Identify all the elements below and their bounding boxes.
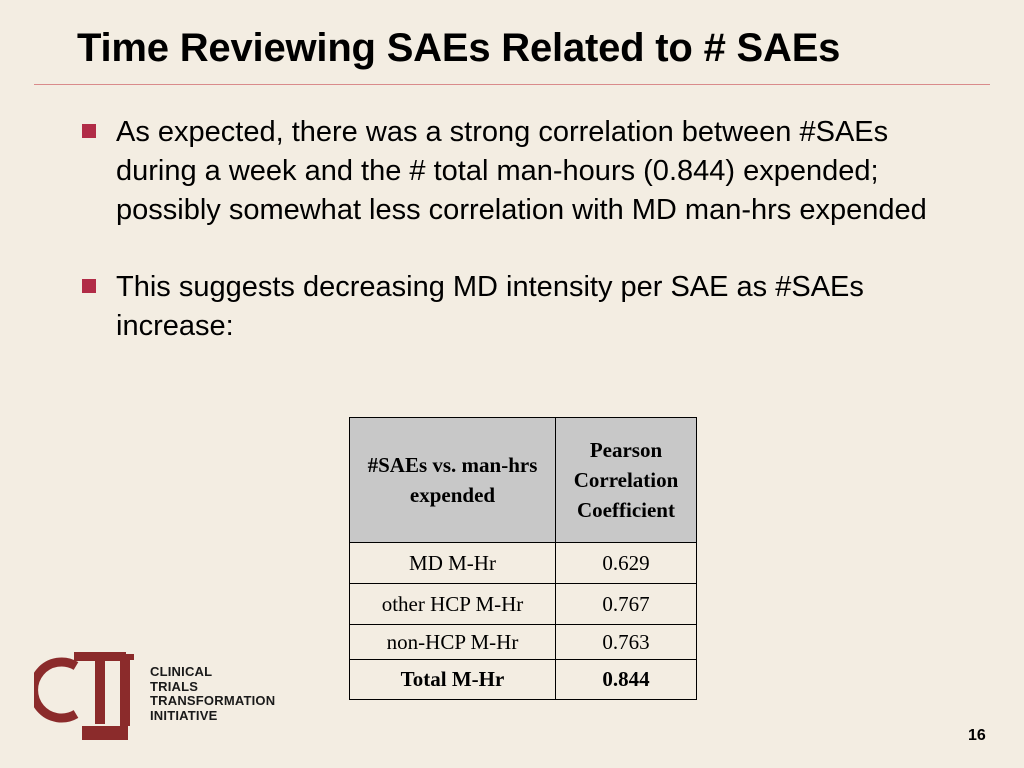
- table-cell-value: 0.767: [555, 583, 697, 625]
- bullet-text: This suggests decreasing MD intensity pe…: [116, 271, 864, 342]
- table-cell-value: 0.629: [555, 542, 697, 584]
- logo-line: INITIATIVE: [150, 707, 218, 723]
- table-row: non-HCP M-Hr 0.763: [349, 624, 697, 660]
- bullet-text: As expected, there was a strong correlat…: [116, 116, 927, 226]
- table-cell-label: Total M-Hr: [349, 659, 556, 700]
- logo-line: CLINICAL: [150, 664, 213, 679]
- title-divider: [34, 84, 990, 85]
- logo-line: TRANSFORMATION: [150, 693, 276, 708]
- bullet-list: As expected, there was a strong correlat…: [82, 113, 962, 384]
- table-row: other HCP M-Hr 0.767: [349, 583, 697, 625]
- logo-line: TRIALS: [150, 678, 199, 694]
- table-row: MD M-Hr 0.629: [349, 542, 697, 584]
- page-number: 16: [968, 727, 986, 744]
- square-bullet-icon: [82, 124, 96, 138]
- table-header-cell: #SAEs vs. man-hrs expended: [349, 417, 556, 543]
- table-cell-label: other HCP M-Hr: [349, 583, 556, 625]
- table-cell-value: 0.844: [555, 659, 697, 700]
- table-cell-value: 0.763: [555, 624, 697, 660]
- table-header-row: #SAEs vs. man-hrs expended Pearson Corre…: [349, 417, 697, 543]
- table-cell-label: MD M-Hr: [349, 542, 556, 584]
- correlation-table: #SAEs vs. man-hrs expended Pearson Corre…: [349, 417, 697, 700]
- cti-logo-icon: [34, 652, 134, 740]
- square-bullet-icon: [82, 279, 96, 293]
- page-title: Time Reviewing SAEs Related to # SAEs: [77, 26, 841, 70]
- table-row-total: Total M-Hr 0.844: [349, 659, 697, 700]
- bullet-item: This suggests decreasing MD intensity pe…: [82, 268, 962, 346]
- table-header-cell: Pearson Correlation Coefficient: [555, 417, 697, 543]
- bullet-item: As expected, there was a strong correlat…: [82, 113, 962, 230]
- logo-wordmark: CLINICAL TRIALS TRANSFORMATION INITIATIV…: [150, 664, 276, 723]
- table-cell-label: non-HCP M-Hr: [349, 624, 556, 660]
